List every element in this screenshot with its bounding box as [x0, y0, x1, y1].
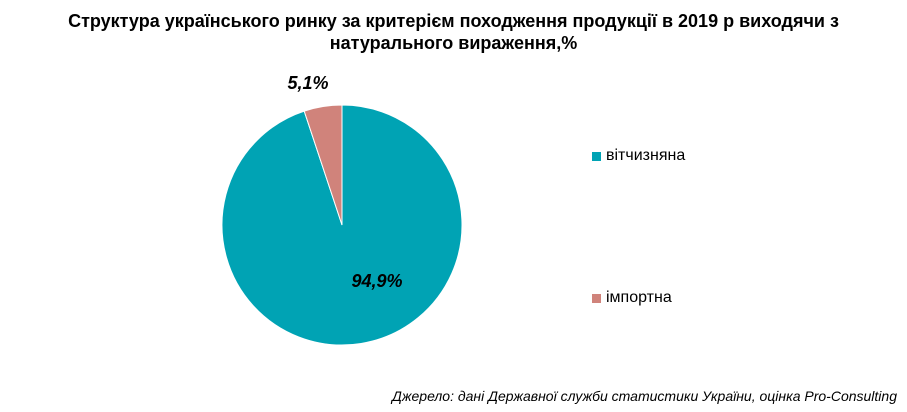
chart-title-line-1: Структура українського ринку за критеріє… — [68, 11, 839, 31]
legend-label-import: імпортна — [606, 289, 672, 306]
data-label-import: 5,1% — [287, 73, 328, 93]
data-label-domestic: 94,9% — [351, 271, 402, 291]
legend-item-domestic: вітчизняна — [592, 147, 685, 165]
legend-swatch-import — [592, 293, 601, 303]
chart-title-line-2: натурального вираження,% — [329, 33, 578, 53]
legend-swatch-domestic — [592, 151, 601, 161]
legend-item-import: імпортна — [592, 289, 672, 307]
source-note: Джерело: дані Державної служби статистик… — [392, 388, 897, 404]
legend-label-domestic: вітчизняна — [606, 147, 686, 164]
chart-title: Структура українського ринку за критеріє… — [0, 10, 907, 54]
pie-slice-import — [303, 104, 343, 226]
